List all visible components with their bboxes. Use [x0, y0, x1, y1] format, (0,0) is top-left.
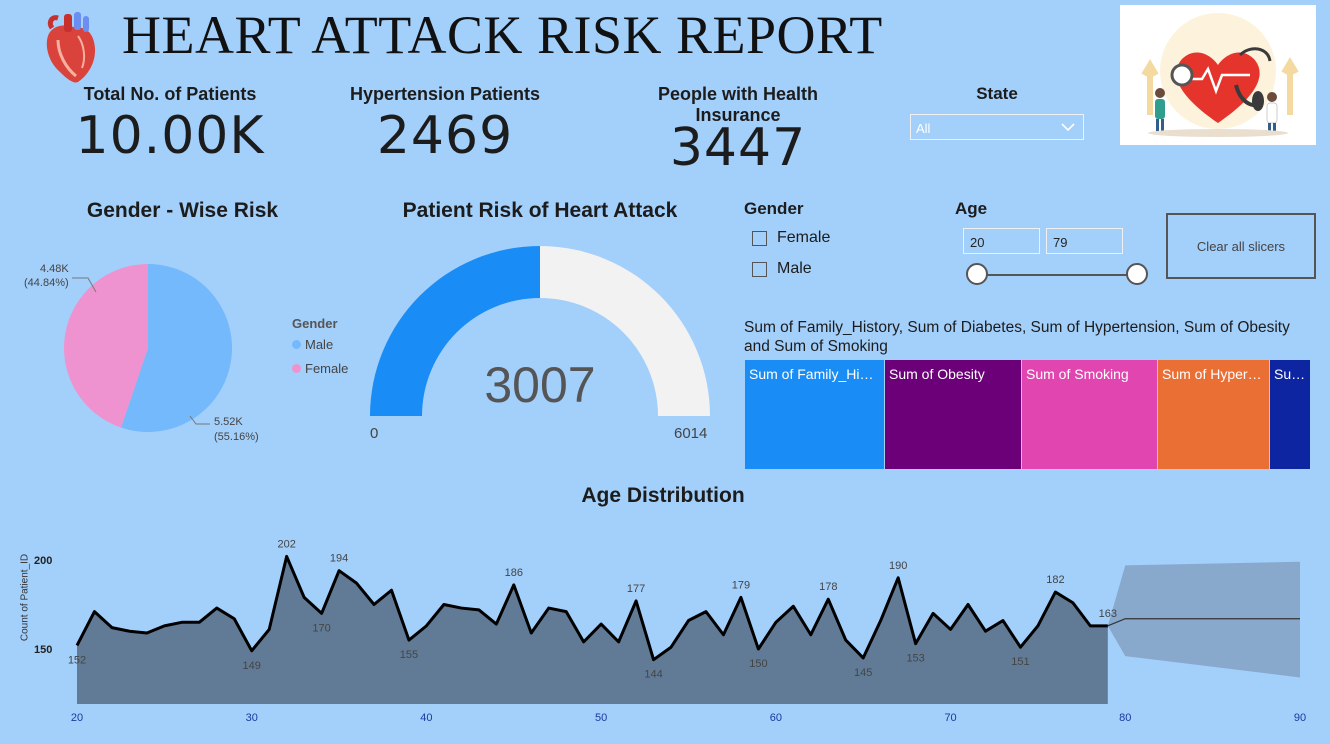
- legend-label-female: Female: [305, 361, 349, 376]
- gauge-track: [540, 246, 710, 416]
- x-tick-label: 30: [246, 712, 258, 724]
- age-point-label: 182: [1046, 574, 1064, 586]
- legend-dot-male: [292, 340, 301, 349]
- clear-slicers-button[interactable]: Clear all slicers: [1166, 213, 1316, 279]
- kpi-hypertension-value: 2469: [376, 106, 514, 166]
- age-slider-min-handle[interactable]: [966, 263, 988, 285]
- gender-option-male[interactable]: Male: [752, 260, 812, 278]
- age-area-fill: [77, 556, 1108, 704]
- age-point-label: 153: [906, 653, 924, 665]
- x-tick-label: 50: [595, 712, 607, 724]
- age-point-label: 190: [889, 560, 907, 572]
- treemap-title: Sum of Family_History, Sum of Diabetes, …: [744, 319, 1290, 355]
- forecast-band: [1107, 561, 1300, 678]
- age-min-input[interactable]: 20: [963, 228, 1040, 254]
- kpi-total-patients-value: 10.00K: [75, 106, 265, 166]
- age-point-label: 186: [505, 567, 523, 579]
- x-tick-label: 90: [1294, 712, 1306, 724]
- gender-pie-chart: [63, 264, 232, 432]
- kpi-total-patients-label: Total No. of Patients: [83, 84, 257, 104]
- treemap-cell-family-history[interactable]: Sum of Family_History: [745, 360, 884, 469]
- age-point-label: 178: [819, 581, 837, 593]
- kpi-insurance-label: People with Health Insurance: [657, 84, 819, 125]
- gender-chart-title: Gender - Wise Risk: [86, 199, 279, 222]
- age-series-line[interactable]: [75, 554, 1108, 662]
- treemap-cell-hypertension[interactable]: Sum of Hypertension: [1158, 360, 1269, 469]
- age-slicer-title: Age: [955, 199, 988, 218]
- pie-label-male-value: 5.52K: [214, 416, 243, 428]
- kpi-hypertension-label: Hypertension Patients: [349, 84, 541, 104]
- age-point-label: 179: [732, 579, 750, 591]
- state-dropdown[interactable]: All: [910, 114, 1084, 140]
- gauge-fill[interactable]: [370, 246, 540, 416]
- age-slider-max-handle[interactable]: [1126, 263, 1148, 285]
- pie-label-female-pct: (44.84%): [24, 277, 69, 289]
- age-max-input[interactable]: 79: [1046, 228, 1123, 254]
- pie-label-female-value: 4.48K: [40, 263, 69, 275]
- y-tick-label: 150: [34, 644, 52, 656]
- gender-legend: Gender Male Female: [292, 316, 348, 376]
- age-point-label: 194: [330, 553, 348, 565]
- gender-slicer-title: Gender: [744, 199, 804, 218]
- male-option-label: Male: [777, 260, 812, 277]
- age-point-label: 149: [243, 660, 261, 672]
- age-distribution-chart: 152 149 202 170 194 155 186 177 144 179 150 178 145 1…: [34, 538, 1306, 724]
- risk-gauge: [370, 246, 710, 416]
- legend-dot-female: [292, 364, 301, 373]
- age-slider-track[interactable]: [978, 274, 1138, 276]
- age-point-label: 202: [277, 538, 295, 550]
- y-tick-label: 200: [34, 555, 52, 567]
- x-tick-label: 20: [71, 712, 83, 724]
- heart-logo: [38, 10, 102, 86]
- legend-label-male: Male: [305, 337, 334, 352]
- age-point-label: 145: [854, 667, 872, 679]
- age-point-label: 152: [68, 654, 86, 666]
- female-checkbox[interactable]: [752, 230, 767, 246]
- male-checkbox[interactable]: [752, 261, 767, 277]
- legend-item-male[interactable]: Male: [292, 337, 348, 352]
- x-tick-label: 80: [1119, 712, 1131, 724]
- treemap-cell-smoking[interactable]: Sum of Smoking: [1022, 360, 1157, 469]
- x-tick-label: 40: [420, 712, 432, 724]
- age-point-label: 150: [749, 658, 767, 670]
- age-chart-title: Age Distribution: [581, 484, 745, 507]
- age-point-label: 163: [1099, 608, 1117, 620]
- female-option-label: Female: [777, 229, 831, 246]
- pie-leader-female: [72, 277, 97, 293]
- gauge-title: Patient Risk of Heart Attack: [402, 199, 678, 222]
- gauge-max-label: 6014: [674, 425, 708, 442]
- state-dropdown-value: All: [916, 121, 931, 136]
- treemap-cell-obesity[interactable]: Sum of Obesity: [885, 360, 1021, 469]
- page-title: HEART ATTACK RISK REPORT: [122, 5, 883, 65]
- treemap-cell-diabetes[interactable]: Sum of Diabetes: [1270, 360, 1310, 469]
- legend-item-female[interactable]: Female: [292, 361, 348, 376]
- age-point-label: 144: [644, 669, 662, 681]
- kpi-insurance-value: 3447: [669, 118, 807, 178]
- gender-option-female[interactable]: Female: [752, 229, 830, 247]
- gauge-min-label: 0: [370, 425, 379, 442]
- pie-slice-female[interactable]: [63, 264, 149, 428]
- age-point-label: 170: [312, 622, 330, 634]
- gender-legend-title: Gender: [292, 316, 338, 331]
- gauge-value: 3007: [484, 357, 596, 413]
- state-slicer-title: State: [976, 84, 1018, 103]
- pie-label-male-pct: (55.16%): [214, 431, 259, 443]
- x-tick-label: 60: [770, 712, 782, 724]
- x-tick-label: 70: [944, 712, 956, 724]
- age-point-label: 177: [627, 583, 645, 595]
- health-illustration: [1120, 5, 1316, 145]
- chevron-down-icon: [1061, 120, 1075, 134]
- age-point-label: 155: [400, 649, 418, 661]
- pie-slice-male[interactable]: [121, 264, 232, 432]
- forecast-line: [1107, 618, 1300, 627]
- age-point-label: 151: [1011, 656, 1029, 668]
- pie-leader-male: [189, 415, 210, 425]
